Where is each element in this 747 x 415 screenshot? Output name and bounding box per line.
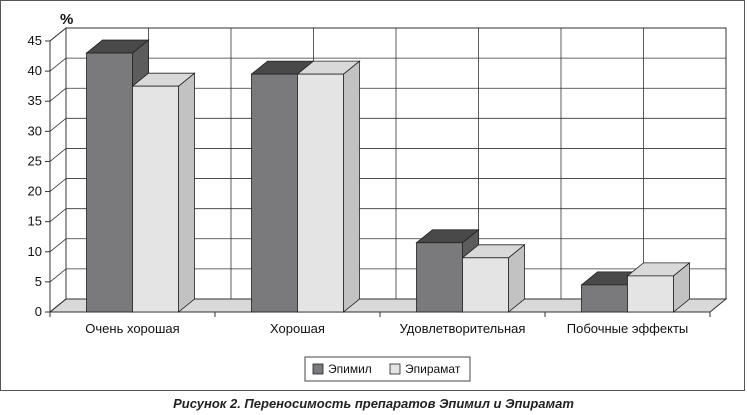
bar-side (343, 60, 360, 313)
bar-front (462, 257, 509, 313)
legend-label-эпимил: Эпимил (328, 362, 372, 376)
y-tick-label-45: 45 (28, 33, 42, 48)
x-tick-label-хорошая: Хорошая (270, 321, 325, 336)
bar-front (627, 275, 674, 313)
gridline-side-35 (49, 87, 67, 102)
gridline-side-10 (49, 238, 67, 253)
y-tick-label-10: 10 (28, 244, 42, 259)
bar-chart: 0 5 10 15 20 25 30 35 40 45% Очень хорошая Хорошая У… (28, 11, 728, 382)
legend-swatch-эпирамат (389, 363, 401, 375)
x-tick-label-удовлетворительная: Удовлетворительная (400, 321, 526, 336)
legend-swatch-эпимил (312, 363, 324, 375)
bar-side (178, 72, 195, 313)
bar-эпирамат-удовлетворительная (461, 243, 526, 313)
bar-front (251, 73, 298, 313)
x-tick-label-очень-хорошая: Очень хорошая (85, 321, 179, 336)
gridline-side-30 (49, 118, 67, 132)
gridline-side-5 (49, 268, 67, 283)
bar-эпирамат-побочные-эффекты (626, 262, 691, 313)
gridline-side-20 (49, 178, 67, 192)
chart-frame (0, 0, 745, 391)
bar-front (86, 52, 133, 313)
bar-эпирамат-хорошая (296, 60, 361, 313)
y-tick-label-30: 30 (28, 123, 42, 138)
y-axis-label: % (60, 11, 73, 28)
gridline-side-25 (49, 148, 67, 162)
bar-front (297, 73, 344, 313)
figure-caption: Рисунок 2. Переносимость препаратов Эпим… (173, 396, 574, 411)
gridline-side-15 (49, 208, 67, 222)
legend-box (304, 356, 471, 382)
side-wall (49, 26, 67, 314)
y-tick-label-25: 25 (28, 153, 42, 168)
y-tick-label-0: 0 (35, 304, 42, 319)
x-tick-label-побочные-эффекты: Побочные эффекты (567, 321, 689, 336)
legend-label-эпирамат: Эпирамат (405, 362, 461, 376)
y-tick-label-15: 15 (28, 214, 42, 229)
y-tick-label-5: 5 (35, 274, 42, 289)
bar-эпирамат-очень-хорошая (131, 72, 196, 313)
gridline-side-45 (49, 27, 67, 42)
bar-front (581, 284, 628, 313)
y-tick-label-40: 40 (28, 63, 42, 78)
y-tick-label-35: 35 (28, 93, 42, 108)
gridline-side-0 (49, 298, 67, 313)
gridline-side-40 (49, 57, 67, 72)
bar-front (132, 85, 179, 313)
y-tick-label-20: 20 (28, 184, 42, 199)
bar-front (416, 242, 463, 313)
